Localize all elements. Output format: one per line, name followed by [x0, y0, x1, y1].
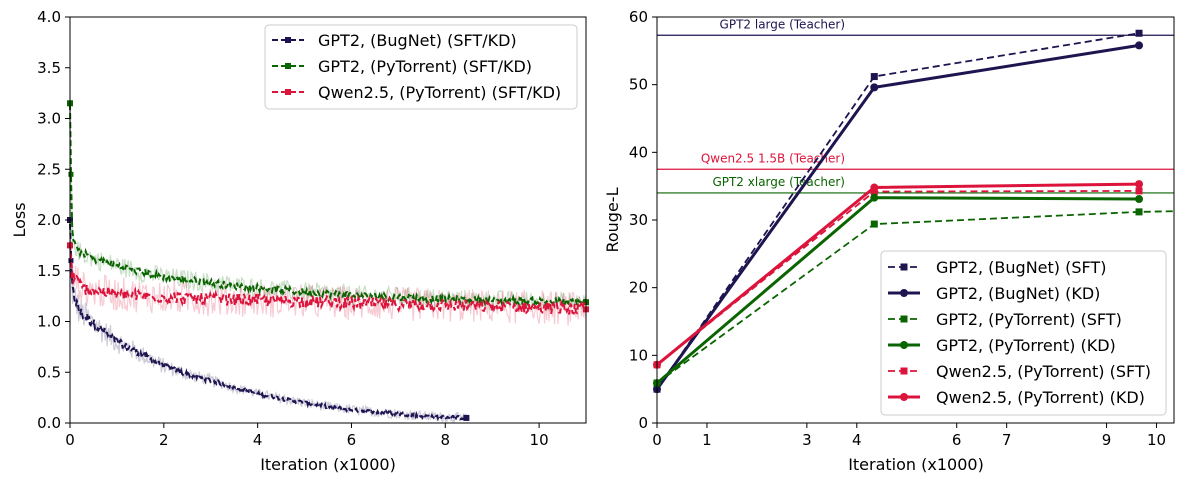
rouge-marker-gpt2-bugnet-sft — [870, 73, 878, 81]
loss-marker-gpt2-pytorrent-sft-kd — [68, 171, 74, 177]
loss-series-lines — [67, 100, 589, 422]
rouge-x-tick-label: 6 — [952, 431, 962, 449]
rouge-marker-qwen2-5-pytorrent-sft — [1135, 187, 1143, 195]
loss-legend-marker — [285, 89, 291, 95]
rouge-legend-frame — [880, 250, 1167, 416]
rouge-legend-label: GPT2, (BugNet) (KD) — [936, 284, 1100, 303]
loss-y-tick-label: 0.0 — [37, 414, 61, 432]
loss-x-tick-label: 2 — [159, 431, 169, 449]
loss-x-axis-title: Iteration (x1000) — [260, 455, 396, 474]
loss-x-tick-label: 0 — [65, 431, 75, 449]
rouge-legend-marker — [900, 341, 908, 349]
loss-y-ticks: 0.0 0.5 1.0 1.5 2.0 2.5 3.0 3.5 4.0 — [37, 8, 70, 432]
loss-legend-frame — [264, 24, 578, 110]
rouge-legend-label: GPT2, (PyTorrent) (SFT) — [936, 310, 1122, 329]
rouge-x-tick-label: 3 — [802, 431, 812, 449]
loss-line-gpt2-pytorrent-sft-kd — [69, 104, 587, 308]
rouge-legend-marker — [900, 393, 908, 401]
rouge-legend-label: GPT2, (PyTorrent) (KD) — [936, 336, 1116, 355]
loss-legend-marker — [285, 37, 291, 43]
loss-y-tick-label: 0.5 — [37, 363, 61, 381]
ref-label-qwen2-5-1-5b-teacher: Qwen2.5 1.5B (Teacher) — [701, 151, 845, 165]
ref-label-gpt2-large-teacher: GPT2 large (Teacher) — [720, 17, 845, 31]
rouge-marker-gpt2-pytorrent-kd — [1135, 195, 1144, 204]
rouge-marker-gpt2-bugnet-kd — [1135, 41, 1144, 50]
rouge-y-tick-label: 30 — [629, 211, 648, 229]
rouge-y-tick-label: 40 — [629, 143, 648, 161]
loss-line-gpt2-bugnet-sft-kd — [69, 223, 468, 422]
loss-y-tick-label: 3.5 — [37, 59, 61, 77]
loss-legend: GPT2, (BugNet) (SFT/KD) GPT2, (PyTorrent)… — [264, 24, 578, 110]
rouge-y-ticks: 0 10 20 30 40 50 60 — [629, 8, 657, 432]
loss-legend-label: Qwen2.5, (PyTorrent) (SFT/KD) — [318, 83, 561, 102]
rouge-y-tick-label: 10 — [629, 346, 648, 364]
teacher-reference-lines: GPT2 large (Teacher) Qwen2.5 1.5B (Teache… — [657, 17, 1174, 194]
loss-chart: 0 2 4 6 8 10 0.0 0.5 1.0 1.5 2.0 2.5 3.0 3.5 4.0 Iter… — [10, 8, 589, 474]
rouge-marker-gpt2-bugnet-kd — [870, 83, 879, 92]
loss-legend-marker — [285, 63, 291, 69]
rouge-marker-qwen2-5-pytorrent-sft — [870, 188, 878, 196]
loss-x-tick-label: 8 — [440, 431, 450, 449]
rouge-x-tick-label: 0 — [652, 431, 662, 449]
loss-noise-gpt2-bugnet-sft-kd — [69, 211, 467, 424]
loss-marker-gpt2-bugnet-sft-kd — [463, 414, 470, 421]
rouge-legend-marker — [900, 315, 908, 323]
rouge-marker-gpt2-pytorrent-sft — [1135, 208, 1143, 216]
rouge-marker-qwen2-5-pytorrent-kd — [1135, 180, 1144, 189]
loss-y-tick-label: 1.0 — [37, 313, 61, 331]
rouge-legend-label: Qwen2.5, (PyTorrent) (KD) — [936, 388, 1145, 407]
rouge-legend-marker — [900, 263, 908, 271]
rouge-legend-label: Qwen2.5, (PyTorrent) (SFT) — [936, 362, 1151, 381]
loss-y-axis-title: Loss — [10, 202, 29, 237]
loss-y-tick-label: 1.5 — [37, 262, 61, 280]
loss-x-tick-label: 10 — [530, 431, 549, 449]
rouge-y-tick-label: 20 — [629, 279, 648, 297]
rouge-x-tick-label: 10 — [1147, 431, 1166, 449]
rouge-marker-gpt2-pytorrent-kd — [870, 193, 879, 202]
rouge-y-tick-label: 50 — [629, 76, 648, 94]
rouge-legend-marker — [900, 289, 908, 297]
loss-marker-gpt2-bugnet-sft-kd — [68, 258, 74, 264]
rouge-series-lines — [653, 29, 1175, 394]
rouge-x-tick-label: 4 — [852, 431, 862, 449]
rouge-y-tick-label: 60 — [629, 8, 648, 26]
loss-legend-label: GPT2, (PyTorrent) (SFT/KD) — [318, 57, 532, 76]
rouge-line-gpt2-pytorrent-sft — [656, 210, 1175, 384]
ref-label-gpt2-xlarge-teacher: GPT2 xlarge (Teacher) — [712, 175, 845, 189]
loss-x-tick-label: 4 — [253, 431, 263, 449]
loss-y-tick-label: 2.5 — [37, 160, 61, 178]
loss-x-ticks: 0 2 4 6 8 10 — [65, 423, 549, 449]
rouge-x-axis-title: Iteration (x1000) — [848, 455, 984, 474]
rouge-legend-label: GPT2, (BugNet) (SFT) — [936, 258, 1106, 277]
rouge-chart: GPT2 large (Teacher) Qwen2.5 1.5B (Teache… — [603, 8, 1175, 474]
rouge-legend: GPT2, (BugNet) (SFT) GPT2, (BugNet) (KD) G… — [880, 250, 1167, 416]
rouge-y-axis-title: Rouge-L — [603, 187, 622, 252]
rouge-x-tick-label: 1 — [702, 431, 712, 449]
loss-y-tick-label: 3.0 — [37, 110, 61, 128]
rouge-x-tick-label: 9 — [1102, 431, 1112, 449]
loss-line-qwen2-5-pytorrent-sft-kd — [69, 244, 587, 316]
rouge-x-ticks: 0 1 3 4 6 7 9 10 — [652, 423, 1166, 449]
rouge-x-tick-label: 7 — [1002, 431, 1012, 449]
loss-x-tick-label: 6 — [347, 431, 357, 449]
loss-y-tick-label: 2.0 — [37, 211, 61, 229]
loss-noise-gpt2-pytorrent-sft-kd — [69, 104, 587, 313]
rouge-marker-gpt2-pytorrent-sft — [870, 220, 878, 228]
rouge-legend-marker — [900, 367, 908, 375]
rouge-marker-qwen2-5-pytorrent-kd — [870, 183, 879, 192]
loss-marker-qwen2-5-pytorrent-sft-kd — [69, 273, 75, 279]
rouge-marker-gpt2-bugnet-sft — [1135, 29, 1143, 37]
loss-legend-label: GPT2, (BugNet) (SFT/KD) — [318, 31, 517, 50]
rouge-y-tick-label: 0 — [638, 414, 648, 432]
loss-y-tick-label: 4.0 — [37, 8, 61, 26]
